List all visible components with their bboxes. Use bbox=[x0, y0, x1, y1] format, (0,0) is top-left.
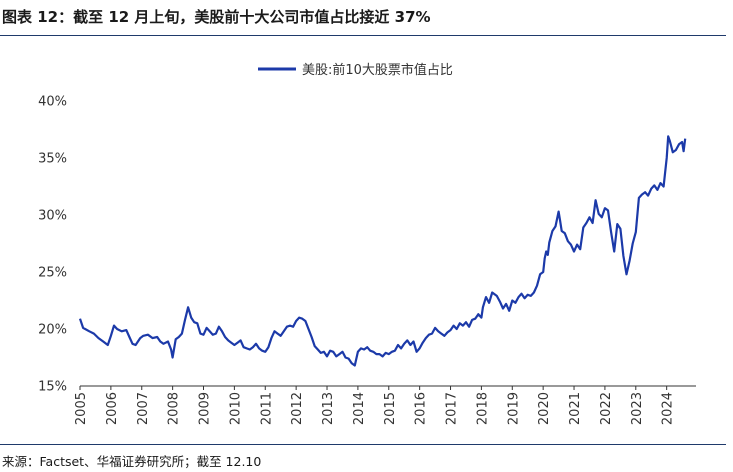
x-tick-label: 2015 bbox=[383, 392, 398, 425]
x-tick-label: 2016 bbox=[414, 392, 429, 425]
y-tick-label: 40% bbox=[38, 95, 67, 110]
series-line bbox=[78, 135, 687, 367]
x-tick-label: 2012 bbox=[290, 392, 305, 425]
x-tick-label: 2008 bbox=[167, 392, 182, 425]
x-tick-label: 2020 bbox=[537, 392, 552, 425]
y-axis: 15% 20% 25% 30% 35% 40% bbox=[38, 95, 67, 395]
x-tick-label: 2010 bbox=[228, 392, 243, 425]
top-divider bbox=[0, 35, 726, 36]
x-tick-label: 2014 bbox=[352, 392, 367, 425]
x-tick-label: 2018 bbox=[475, 392, 490, 425]
x-tick-label: 2005 bbox=[74, 392, 89, 425]
y-tick-label: 15% bbox=[38, 380, 67, 395]
x-tick-label: 2022 bbox=[599, 392, 614, 425]
x-tick-label: 2006 bbox=[105, 392, 120, 425]
x-tick-label: 2021 bbox=[568, 392, 583, 425]
chart-title: 图表 12：截至 12 月上旬，美股前十大公司市值占比接近 37% bbox=[2, 8, 431, 26]
x-tick-label: 2024 bbox=[661, 392, 676, 425]
source-note: 来源：Factset、华福证券研究所；截至 12.10 bbox=[2, 454, 262, 469]
series-group bbox=[78, 135, 687, 367]
y-tick-label: 30% bbox=[38, 209, 67, 224]
x-tick-label: 2007 bbox=[136, 392, 151, 425]
y-tick-label: 25% bbox=[38, 266, 67, 281]
y-tick-label: 35% bbox=[38, 152, 67, 167]
legend-label: 美股:前10大股票市值占比 bbox=[302, 62, 453, 78]
x-tick-label: 2023 bbox=[630, 392, 645, 425]
x-tick-label: 2019 bbox=[506, 392, 521, 425]
y-tick-label: 20% bbox=[38, 323, 67, 338]
x-tick-label: 2009 bbox=[198, 392, 213, 425]
legend: 美股:前10大股票市值占比 bbox=[258, 62, 453, 78]
bottom-divider bbox=[0, 444, 726, 445]
x-tick-label: 2017 bbox=[445, 392, 460, 425]
x-tick-label: 2013 bbox=[321, 392, 336, 425]
line-chart: 美股:前10大股票市值占比 15%20%25%30%35%40% 2005 200… bbox=[38, 62, 696, 425]
x-axis: 2005 2006 2007 2008 2009 2010 2011 2012 2013 2014… bbox=[74, 385, 696, 425]
x-tick-label: 2011 bbox=[259, 392, 274, 425]
